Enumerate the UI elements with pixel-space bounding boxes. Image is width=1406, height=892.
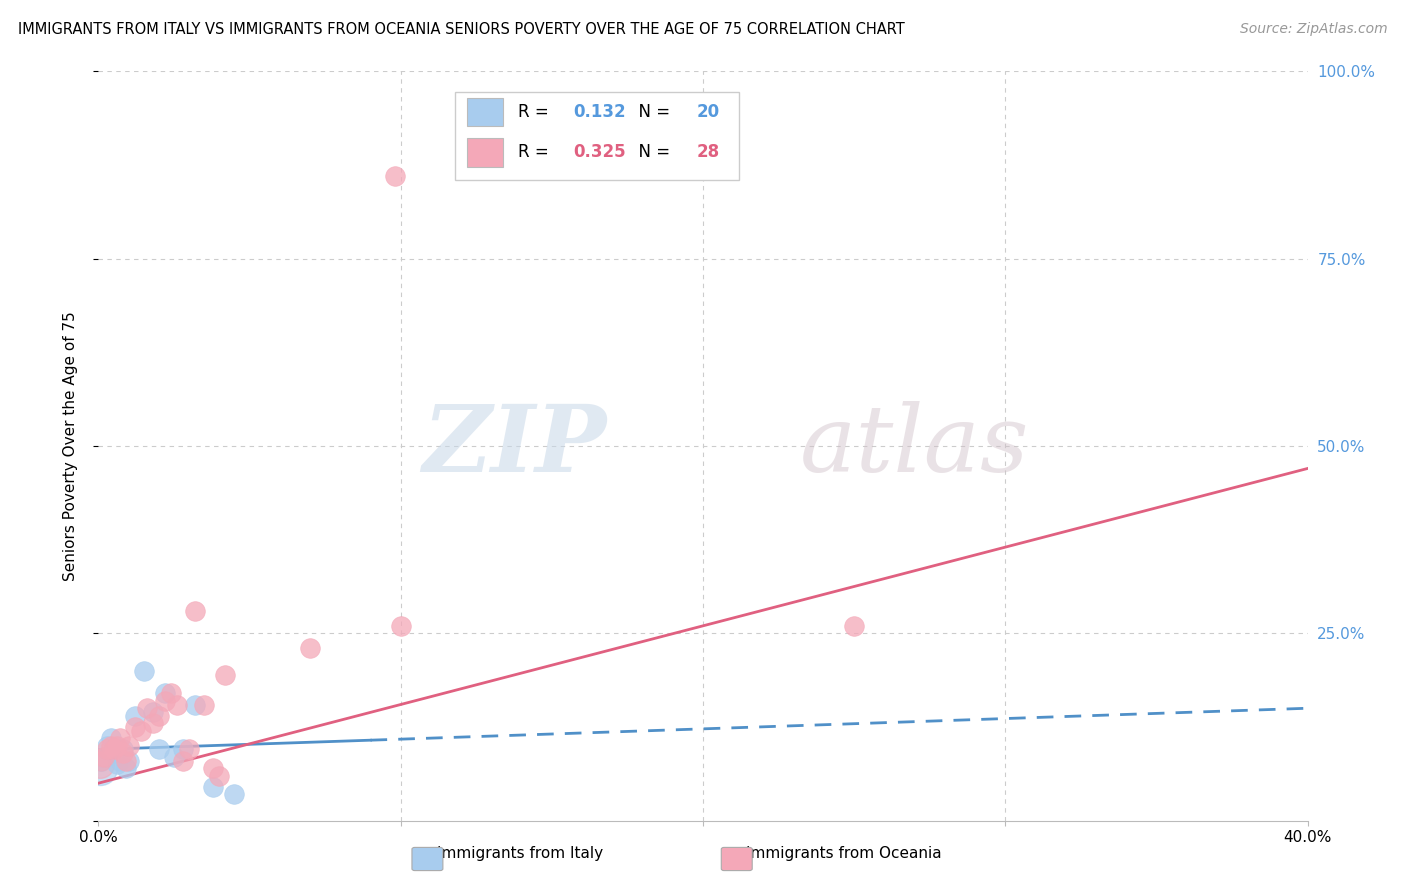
Point <box>160 686 183 700</box>
Point <box>179 742 201 756</box>
Point <box>114 761 136 775</box>
Point <box>208 769 231 783</box>
Y-axis label: Seniors Poverty Over the Age of 75: Seniors Poverty Over the Age of 75 <box>63 311 77 581</box>
Point <box>114 754 136 768</box>
Text: Immigrants from Italy: Immigrants from Italy <box>437 847 603 861</box>
Point <box>118 739 141 753</box>
Point <box>132 664 155 678</box>
Point <box>129 723 152 738</box>
Point <box>90 754 112 768</box>
Point <box>202 761 225 775</box>
Point <box>184 698 207 712</box>
Point <box>135 701 157 715</box>
Text: 20: 20 <box>697 103 720 120</box>
Point <box>108 731 131 746</box>
Point <box>148 708 170 723</box>
Point <box>153 694 176 708</box>
Point <box>96 739 118 753</box>
Text: 0.325: 0.325 <box>574 144 626 161</box>
Point <box>96 742 118 756</box>
Point <box>172 742 194 756</box>
Point <box>100 739 122 753</box>
Point <box>118 754 141 768</box>
Point <box>389 619 412 633</box>
Point <box>103 746 125 760</box>
Point <box>111 746 134 760</box>
Point <box>384 169 406 184</box>
Point <box>105 739 128 753</box>
Point <box>214 667 236 681</box>
Text: N =: N = <box>628 144 675 161</box>
Point <box>299 641 322 656</box>
Point <box>148 742 170 756</box>
FancyBboxPatch shape <box>467 138 503 167</box>
Point <box>844 619 866 633</box>
Point <box>172 754 194 768</box>
Point <box>100 731 122 746</box>
Point <box>166 698 188 712</box>
Point <box>142 705 165 719</box>
Point <box>124 720 146 734</box>
Point <box>93 750 115 764</box>
Point <box>93 750 115 764</box>
Text: IMMIGRANTS FROM ITALY VS IMMIGRANTS FROM OCEANIA SENIORS POVERTY OVER THE AGE OF: IMMIGRANTS FROM ITALY VS IMMIGRANTS FROM… <box>18 22 905 37</box>
Text: Immigrants from Oceania: Immigrants from Oceania <box>745 847 942 861</box>
Point <box>111 742 134 756</box>
Point <box>105 757 128 772</box>
Text: R =: R = <box>517 103 554 120</box>
Point <box>193 698 215 712</box>
FancyBboxPatch shape <box>467 97 503 126</box>
Text: 28: 28 <box>697 144 720 161</box>
Point <box>163 750 186 764</box>
Point <box>89 757 111 772</box>
Point <box>224 788 246 802</box>
Text: Source: ZipAtlas.com: Source: ZipAtlas.com <box>1240 22 1388 37</box>
Point <box>153 686 176 700</box>
Point <box>184 604 207 618</box>
Point <box>89 761 111 775</box>
Point <box>103 742 125 756</box>
Text: atlas: atlas <box>800 401 1029 491</box>
Point <box>124 708 146 723</box>
FancyBboxPatch shape <box>456 92 740 180</box>
Point <box>142 716 165 731</box>
Text: ZIP: ZIP <box>422 401 606 491</box>
Text: 0.132: 0.132 <box>574 103 626 120</box>
Text: N =: N = <box>628 103 675 120</box>
Point <box>108 754 131 768</box>
Point <box>202 780 225 794</box>
Point <box>90 754 112 768</box>
Text: R =: R = <box>517 144 554 161</box>
